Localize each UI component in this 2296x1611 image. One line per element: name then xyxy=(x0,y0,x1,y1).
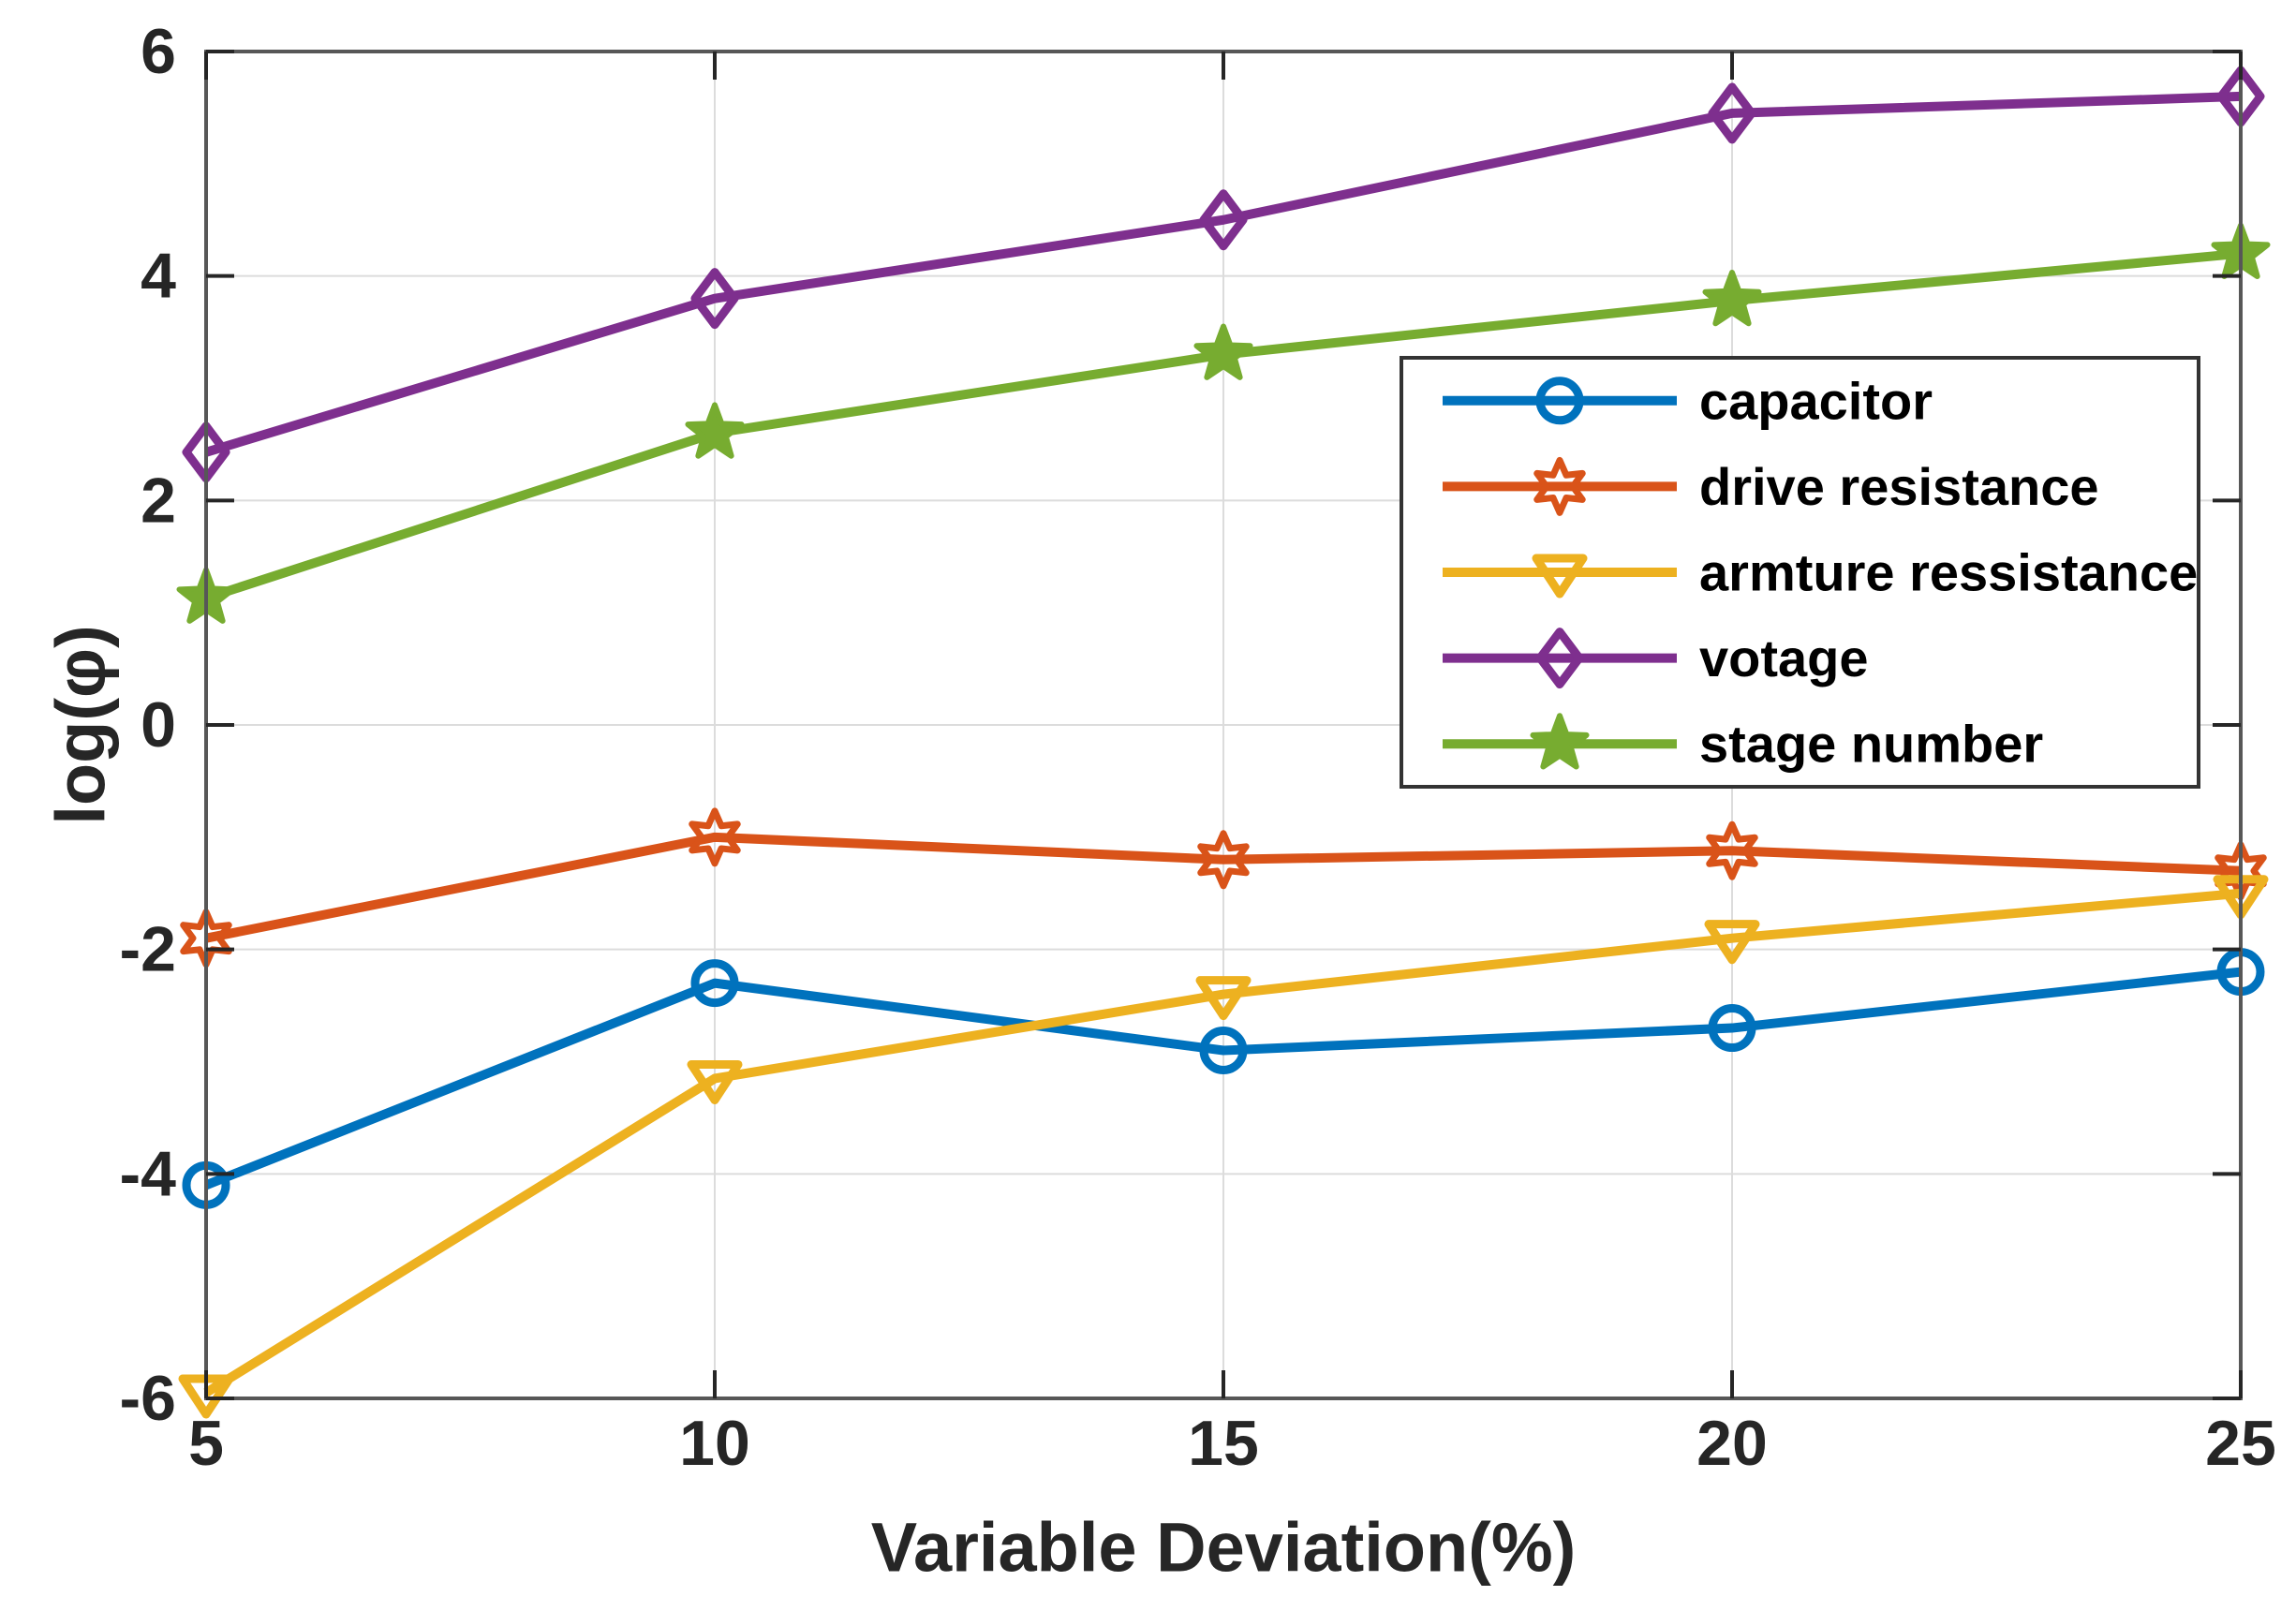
triangle-down-marker xyxy=(1704,920,1760,965)
circle-marker xyxy=(1535,377,1584,425)
series-drive-resistance xyxy=(180,807,2267,968)
legend-label: drive resistance xyxy=(1699,457,2098,516)
triangle-down-marker xyxy=(1532,554,1588,599)
diamond-marker xyxy=(1535,628,1584,689)
y-tick-label: 0 xyxy=(141,689,176,761)
y-tick-label: 2 xyxy=(141,465,176,536)
legend-box: capacitor drive resistance armture ressist… xyxy=(1400,356,2200,789)
axis-layer: 5 10 15 20 25 -6 -4 -2 0 2 4 6 xyxy=(120,16,2276,1479)
series-line-drive-resistance xyxy=(205,832,2242,943)
circle-marker xyxy=(1708,1004,1756,1053)
triangle-down-marker xyxy=(687,1059,743,1104)
legend-label: votage xyxy=(1699,628,1869,687)
y-axis-title: log(φ) xyxy=(42,625,120,824)
legend-label: armture ressistance xyxy=(1699,543,2198,602)
x-tick-label: 20 xyxy=(1696,1408,1768,1479)
pentagram-marker xyxy=(685,402,745,459)
circle-marker xyxy=(1199,1027,1248,1075)
pentagram-marker xyxy=(1702,270,1762,327)
hexagram-marker xyxy=(689,807,741,867)
legend-item-stage-number: stage number xyxy=(1443,713,2043,774)
series-line-armture-ressistance xyxy=(203,888,2242,1397)
x-tick-label: 5 xyxy=(188,1408,224,1479)
legend-label: stage number xyxy=(1699,715,2043,774)
legend-label: capacitor xyxy=(1699,371,1933,430)
x-tick-label: 25 xyxy=(2205,1408,2276,1479)
hexagram-marker xyxy=(1533,456,1586,516)
hexagram-marker xyxy=(1706,820,1758,880)
y-tick-label: 4 xyxy=(141,241,176,312)
circle-marker xyxy=(690,959,739,1008)
legend-item-capacitor: capacitor xyxy=(1443,371,1933,430)
y-tick-label: 6 xyxy=(141,16,176,87)
y-tick-label: -2 xyxy=(120,914,176,985)
x-axis-title: Variable Deviation(%) xyxy=(871,1509,1577,1587)
diamond-marker xyxy=(690,268,739,330)
legend-item-armture-ressistance: armture ressistance xyxy=(1443,543,2198,602)
series-line-capacitor xyxy=(204,967,2242,1190)
diamond-marker xyxy=(1199,189,1248,251)
triangle-down-marker xyxy=(1195,976,1252,1021)
diamond-marker xyxy=(1708,82,1756,144)
hexagram-marker xyxy=(1197,830,1250,890)
x-tick-label: 10 xyxy=(679,1408,750,1479)
legend-item-drive-resistance: drive resistance xyxy=(1443,456,2098,516)
series-line-votage xyxy=(204,91,2242,457)
y-tick-label: -6 xyxy=(120,1363,176,1434)
pentagram-marker xyxy=(1530,713,1590,770)
x-tick-label: 15 xyxy=(1188,1408,1259,1479)
pentagram-marker xyxy=(1193,323,1253,380)
y-tick-label: -4 xyxy=(120,1138,177,1209)
legend-item-votage: votage xyxy=(1443,628,1869,689)
